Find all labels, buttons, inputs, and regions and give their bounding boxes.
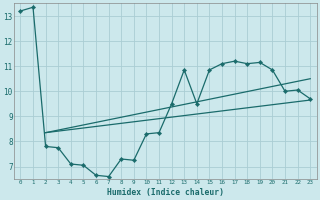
X-axis label: Humidex (Indice chaleur): Humidex (Indice chaleur) — [107, 188, 224, 197]
